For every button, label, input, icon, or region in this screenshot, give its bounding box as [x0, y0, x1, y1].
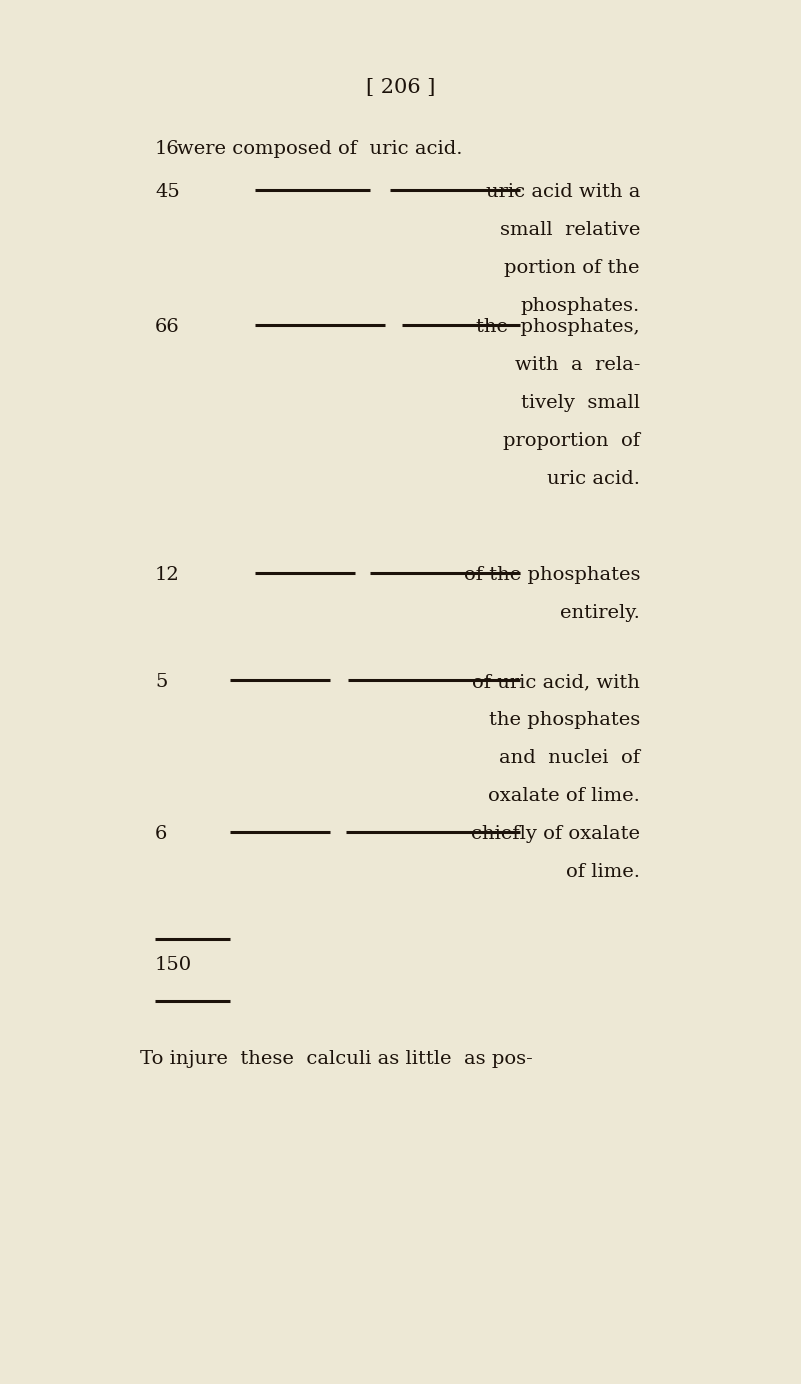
Text: with  a  rela-: with a rela- — [514, 356, 640, 374]
Text: of lime.: of lime. — [566, 864, 640, 882]
Text: oxalate of lime.: oxalate of lime. — [488, 787, 640, 805]
Text: 150: 150 — [155, 956, 192, 974]
Text: tively  small: tively small — [521, 394, 640, 412]
Text: 12: 12 — [155, 566, 179, 584]
Text: uric acid with a: uric acid with a — [485, 183, 640, 201]
Text: entirely.: entirely. — [560, 603, 640, 621]
Text: and  nuclei  of: and nuclei of — [499, 749, 640, 767]
Text: the  phosphates,: the phosphates, — [477, 318, 640, 336]
Text: phosphates.: phosphates. — [521, 298, 640, 316]
Text: chiefly of oxalate: chiefly of oxalate — [471, 825, 640, 843]
Text: [ 206 ]: [ 206 ] — [366, 78, 435, 97]
Text: 5: 5 — [155, 673, 167, 691]
Text: 45: 45 — [155, 183, 179, 201]
Text: 66: 66 — [155, 318, 179, 336]
Text: portion of the: portion of the — [505, 259, 640, 277]
Text: the phosphates: the phosphates — [489, 711, 640, 729]
Text: of the phosphates: of the phosphates — [464, 566, 640, 584]
Text: small  relative: small relative — [500, 221, 640, 239]
Text: 16: 16 — [155, 140, 179, 158]
Text: were composed of  uric acid.: were composed of uric acid. — [177, 140, 462, 158]
Text: of uric acid, with: of uric acid, with — [472, 673, 640, 691]
Text: To injure  these  calculi as little  as pos-: To injure these calculi as little as pos… — [140, 1050, 533, 1068]
Text: 6: 6 — [155, 825, 167, 843]
Text: proportion  of: proportion of — [503, 432, 640, 450]
Text: uric acid.: uric acid. — [547, 471, 640, 489]
